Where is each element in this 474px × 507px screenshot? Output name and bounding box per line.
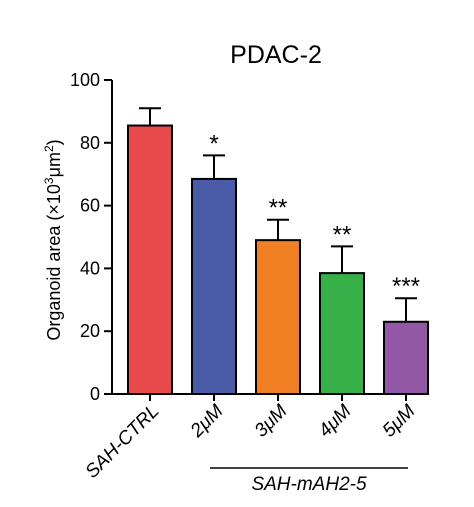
significance-marker: *** [392,273,420,300]
y-tick-label: 100 [70,70,100,90]
x-tick-label: 5μM [379,401,420,442]
x-axis: SAH-CTRL 2μM 3μM 4μM 5μM [82,393,420,483]
bars: ******** [127,107,429,395]
y-tick-label: 60 [80,196,100,216]
significance-marker: * [209,130,218,157]
y-axis-label-exponent-2: 2 [42,145,56,152]
bar [319,272,365,395]
y-tick-label: 40 [80,258,100,278]
chart-title: PDAC-2 [230,41,322,69]
y-axis-label-exponent-1: 3 [42,177,56,184]
x-tick-label: SAH-CTRL [82,401,164,483]
bar [127,124,173,395]
y-tick-label: 80 [80,133,100,153]
x-tick-label: 4μM [315,401,356,442]
bar [255,239,301,395]
y-axis-label-unit: μm [44,152,64,177]
y-tick-label: 20 [80,321,100,341]
bar [191,177,237,395]
group-label: SAH-mAH2-5 [251,474,367,495]
x-tick-label: 3μM [251,401,292,442]
y-axis: 0 20 40 60 80 100 [70,70,113,404]
y-tick-label: 0 [90,384,100,404]
significance-marker: ** [333,221,352,248]
y-axis-label-text: Organoid area (×10 [44,184,64,341]
x-tick-label: 2μM [186,401,228,443]
significance-marker: ** [269,195,288,222]
bar [383,320,429,395]
y-axis-label-close: ) [44,139,64,145]
y-axis-label: Organoid area (×103μm2) [42,139,64,340]
